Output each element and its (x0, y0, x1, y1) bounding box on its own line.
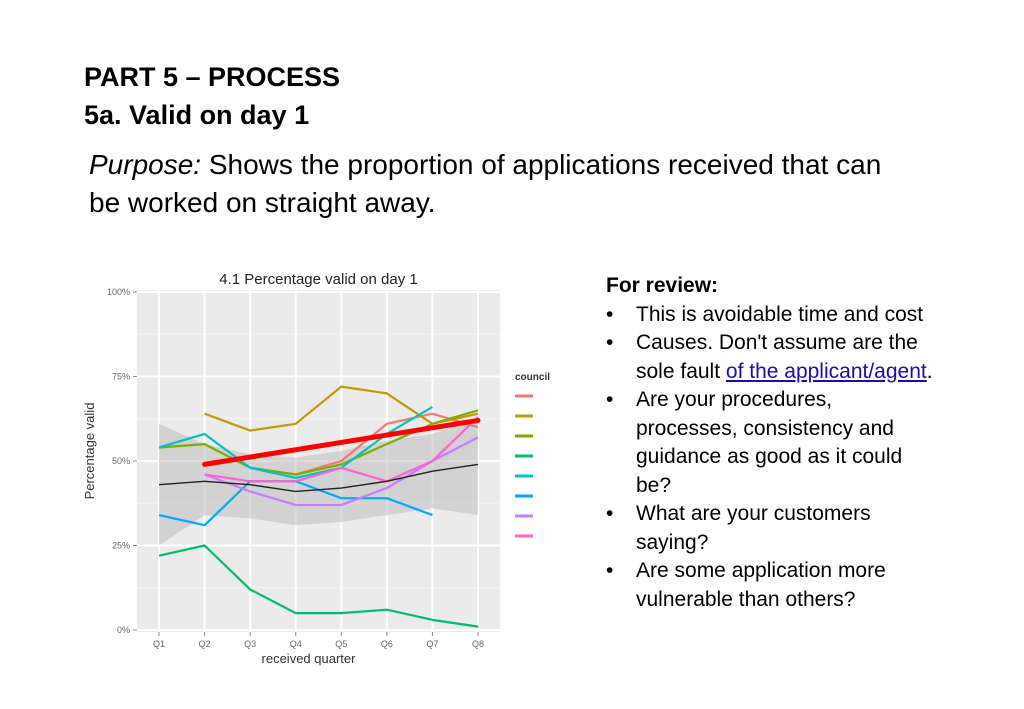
review-item-causes: Causes. Don't assume are the sole fault … (606, 329, 936, 386)
review-item-vulnerable: Are some application more vulnerable tha… (606, 557, 936, 614)
x-tick-label: Q8 (472, 639, 484, 649)
x-axis-label: received quarter (262, 651, 357, 666)
legend-title: council (515, 372, 550, 383)
review-item-text: Causes. Don't assume are the sole fault (636, 331, 918, 383)
chart-title: 4.1 Percentage valid on day 1 (219, 271, 417, 288)
section-title: 5a. Valid on day 1 (84, 100, 310, 130)
review-item-text: . (926, 359, 933, 383)
review-item-text: Are some application more vulnerable tha… (636, 559, 886, 611)
review-item-procedures: Are your procedures, processes, consiste… (606, 386, 936, 500)
review-list: This is avoidable time and cost Causes. … (606, 301, 936, 615)
applicant-agent-link[interactable]: of the applicant/agent (725, 359, 927, 383)
council-series-line-8 (204, 416, 479, 483)
review-title: For review: (606, 274, 719, 297)
review-item-avoidable: This is avoidable time and cost (606, 301, 936, 330)
y-axis-label: Percentage valid (82, 403, 97, 500)
trend-line (202, 417, 481, 467)
x-tick-label: Q1 (153, 639, 165, 649)
x-tick-label: Q2 (199, 639, 211, 649)
y-tick-label: 25% (112, 541, 130, 551)
review-item-text: This is avoidable time and cost (636, 302, 924, 326)
y-tick-label: 75% (112, 372, 130, 382)
x-tick-label: Q6 (381, 639, 393, 649)
review-item-text: Are your procedures, processes, consiste… (636, 388, 903, 497)
validity-line-chart: 4.1 Percentage valid on day 1 0% 25% 50% 75%… (82, 271, 550, 666)
overall-mean-line (158, 463, 479, 493)
y-tick-label: 100% (107, 287, 130, 297)
x-tick-label: Q3 (244, 639, 256, 649)
slide-heading: PART 5 – PROCESS 5a. Valid on day 1 (84, 58, 340, 134)
review-panel: For review: This is avoidable time and c… (606, 272, 936, 614)
part-title: PART 5 – PROCESS (84, 62, 341, 92)
purpose-text: Shows the proportion of applications rec… (89, 149, 882, 218)
council-series-line-4 (158, 544, 479, 628)
review-item-customers: What are your customers saying? (606, 500, 936, 557)
x-tick-label: Q5 (335, 639, 347, 649)
y-tick-label: 50% (112, 456, 130, 466)
x-tick-label: Q4 (290, 639, 302, 649)
review-item-text: What are your customers saying? (636, 502, 871, 554)
y-tick-label: 0% (117, 625, 130, 635)
purpose-label: Purpose: (89, 149, 202, 180)
x-tick-label: Q7 (426, 639, 438, 649)
purpose-statement: Purpose: Shows the proportion of applica… (89, 146, 889, 222)
